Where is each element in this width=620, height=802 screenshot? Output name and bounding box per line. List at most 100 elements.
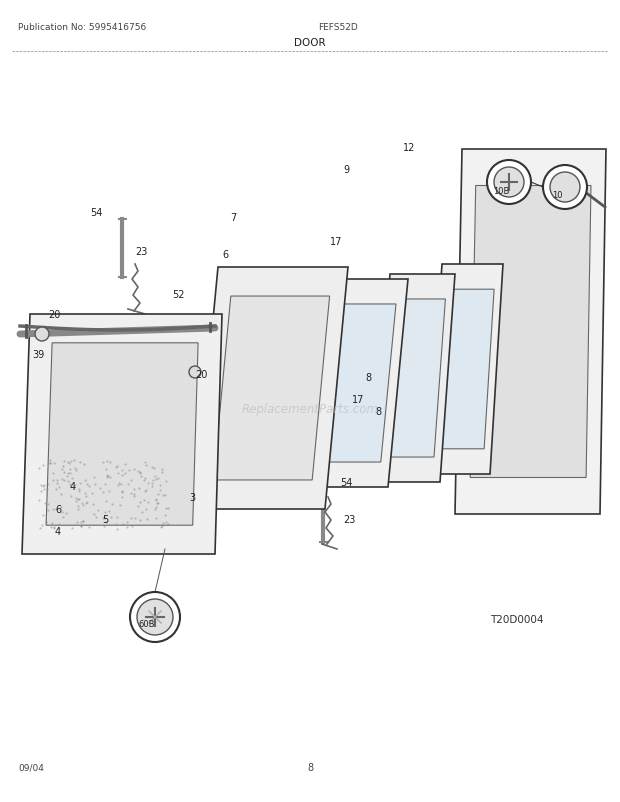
Text: 10B: 10B [493, 186, 509, 195]
Text: 3: 3 [189, 492, 195, 502]
Point [33, 462, 43, 475]
Text: 54: 54 [90, 208, 102, 217]
Point [151, 500, 161, 513]
Point [140, 456, 149, 468]
Point [148, 474, 158, 487]
Text: 17: 17 [352, 395, 365, 404]
Point [76, 516, 86, 529]
Circle shape [35, 327, 49, 342]
Point [117, 486, 127, 499]
Point [100, 478, 110, 491]
Point [89, 472, 99, 484]
Polygon shape [428, 265, 503, 475]
Point [41, 516, 51, 529]
Point [123, 516, 133, 529]
Point [100, 516, 110, 529]
Point [157, 464, 167, 476]
Point [140, 484, 149, 497]
Point [102, 471, 112, 484]
Point [102, 456, 112, 468]
Point [139, 494, 149, 507]
Point [150, 471, 160, 484]
Point [102, 469, 112, 482]
Point [129, 488, 139, 500]
Text: 60B: 60B [139, 620, 155, 629]
Point [65, 467, 75, 480]
Point [39, 479, 49, 492]
Point [113, 479, 123, 492]
Point [160, 488, 170, 501]
Point [42, 516, 51, 529]
Point [156, 521, 166, 534]
Point [98, 486, 108, 499]
Text: 20: 20 [195, 370, 207, 379]
Point [135, 496, 145, 508]
Point [120, 458, 130, 471]
Text: FEFS52D: FEFS52D [318, 23, 358, 32]
Point [126, 487, 136, 500]
Text: 17: 17 [330, 237, 342, 247]
Point [43, 498, 53, 511]
Point [69, 454, 79, 467]
Point [130, 512, 140, 525]
Point [40, 496, 50, 509]
Point [153, 488, 163, 500]
Point [141, 503, 151, 516]
Point [151, 494, 161, 507]
Point [111, 460, 121, 473]
Point [71, 464, 81, 476]
Point [136, 470, 146, 483]
Point [114, 477, 124, 490]
Point [148, 476, 157, 489]
Point [99, 456, 108, 469]
Point [47, 517, 57, 530]
Text: 39: 39 [32, 350, 44, 359]
Point [45, 457, 55, 470]
Point [103, 471, 113, 484]
Point [147, 480, 157, 493]
Point [73, 492, 82, 505]
Point [60, 455, 69, 468]
Point [76, 520, 86, 533]
Point [139, 474, 149, 487]
Point [93, 504, 103, 517]
Text: 12: 12 [403, 143, 415, 153]
Text: 7: 7 [230, 213, 236, 223]
Text: 5: 5 [102, 514, 108, 525]
Point [42, 483, 51, 496]
Point [163, 518, 173, 531]
Point [78, 515, 88, 528]
Point [136, 506, 146, 519]
Point [117, 468, 126, 481]
Point [84, 521, 94, 534]
Point [76, 520, 86, 533]
Point [111, 518, 121, 531]
Point [91, 511, 101, 524]
Polygon shape [384, 300, 445, 457]
Point [66, 455, 76, 468]
Point [151, 473, 161, 486]
Point [133, 500, 143, 513]
Point [101, 496, 111, 508]
Point [49, 522, 59, 535]
Polygon shape [213, 297, 330, 480]
Point [115, 500, 125, 512]
Point [64, 457, 74, 470]
Point [38, 459, 48, 472]
Text: 8: 8 [365, 373, 371, 383]
Point [73, 500, 83, 513]
Point [95, 482, 105, 495]
Point [77, 496, 87, 509]
Point [54, 480, 64, 493]
Text: 6: 6 [55, 504, 61, 514]
Point [104, 484, 113, 497]
Point [126, 512, 136, 525]
Point [147, 460, 157, 473]
Polygon shape [22, 314, 222, 554]
Circle shape [487, 160, 531, 205]
Point [48, 474, 58, 487]
Point [117, 478, 126, 491]
Point [135, 514, 144, 527]
Polygon shape [320, 305, 396, 463]
Point [97, 512, 107, 525]
